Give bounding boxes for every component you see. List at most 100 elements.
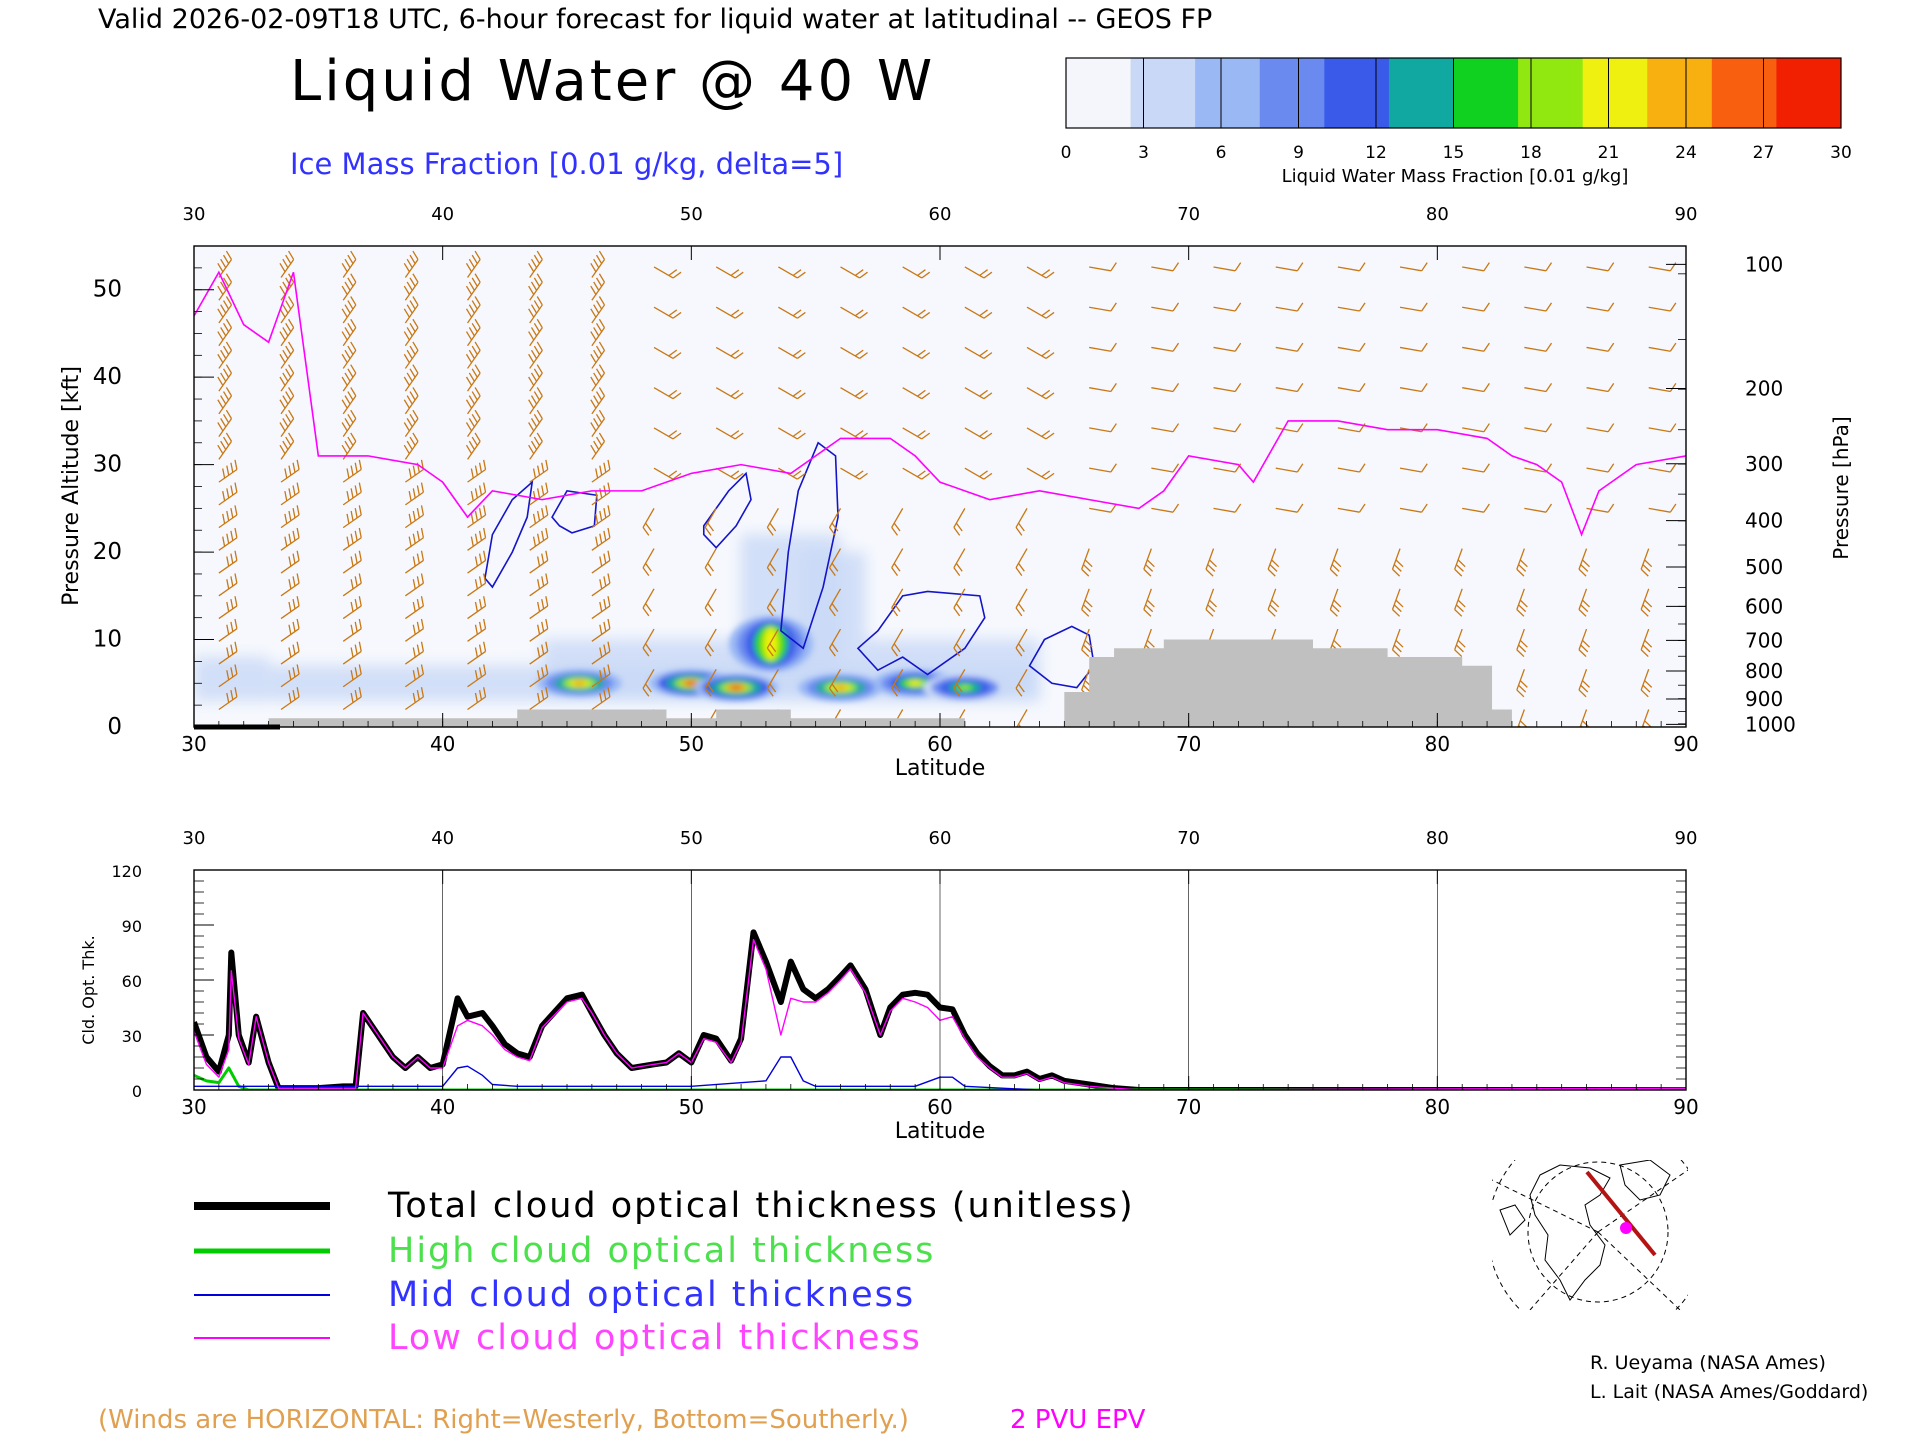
y-tick-label: 40	[93, 364, 122, 390]
x-tick-label-top: 70	[1177, 204, 1200, 225]
wind-barb	[653, 266, 682, 279]
x-tick-label: 70	[1176, 1095, 1201, 1119]
wind-barb	[653, 306, 682, 319]
wind-barb	[1026, 467, 1055, 480]
wind-barb	[902, 346, 931, 360]
x-tick-label-top: 30	[183, 828, 206, 849]
optical-thickness-axes: 30 30 40 40 50 50 60 60 70 70 80 80 90 90 0 30 60 90 120	[111, 828, 1698, 1119]
wind-barb	[1516, 669, 1528, 698]
x-tick-label: 60	[927, 1095, 952, 1119]
wind-barb	[403, 341, 419, 369]
ice-contour	[1028, 625, 1096, 689]
optical-thickness-panel: 30 30 40 40 50 50 60 60 70 70 80 80 90 90 0 30 60 90 120 L…	[79, 828, 1699, 1144]
figure-title: Valid 2026-02-09T18 UTC, 6-hour forecast…	[98, 4, 1212, 35]
wind-barb	[341, 364, 357, 392]
wind-barb	[1454, 628, 1466, 658]
wind-barb	[467, 550, 487, 574]
credit-line-1: R. Ueyama (NASA Ames)	[1590, 1352, 1826, 1374]
wind-barb	[404, 687, 425, 711]
ice-contour	[484, 480, 534, 589]
wind-barb	[404, 550, 425, 574]
wind-barb	[1081, 628, 1093, 658]
x-tick-label-top: 70	[1177, 828, 1200, 849]
y-tick-label: 10	[93, 627, 122, 653]
wind-barb	[342, 505, 362, 529]
wind-barb	[1399, 463, 1428, 473]
x-tick-label-top: 50	[680, 828, 703, 849]
wind-barb	[1586, 503, 1615, 513]
liquid-water-layer	[803, 552, 866, 640]
wind-barb	[1648, 423, 1677, 433]
wind-barb	[704, 588, 717, 617]
wind-barb	[342, 618, 362, 642]
wind-barb	[766, 588, 779, 617]
y2-tick-label: 700	[1745, 628, 1783, 652]
wind-barb	[1015, 668, 1028, 697]
wind-barb	[528, 432, 543, 460]
series-line-low	[194, 938, 1686, 1090]
y2-tick-label: 200	[1745, 377, 1783, 401]
wind-barb	[1399, 382, 1428, 393]
wind-barb	[1089, 463, 1117, 473]
wind-barb	[342, 596, 362, 620]
epv-2pvu-line	[194, 270, 1686, 537]
wind-barb	[590, 341, 606, 369]
wind-barb	[1275, 342, 1304, 352]
liquid-water-field	[194, 534, 1040, 702]
cross-section-panel: 3030404050506060707080809090010203040501…	[59, 204, 1853, 781]
wind-barb	[217, 341, 233, 369]
wind-barb	[1462, 302, 1490, 312]
wind-barb	[404, 641, 425, 665]
wind-barb	[1026, 427, 1055, 440]
wind-barb	[403, 273, 419, 301]
wind-barb	[1275, 503, 1304, 513]
wind-barb	[591, 664, 611, 688]
wind-barb	[404, 482, 425, 506]
wind-barb	[1213, 342, 1242, 352]
wind-barb	[891, 668, 904, 697]
wind-barb	[840, 266, 868, 279]
wind-barb	[529, 596, 549, 620]
wind-barb	[1399, 262, 1428, 272]
x-tick-label-top: 50	[680, 204, 703, 225]
wind-barb	[1337, 463, 1366, 473]
wind-barb	[1640, 628, 1653, 658]
wind-barb	[528, 409, 543, 438]
wind-barb	[653, 467, 682, 480]
wind-barb	[1648, 382, 1677, 393]
wind-barb	[1391, 588, 1404, 617]
y2-tick-label: 1000	[1745, 712, 1796, 736]
wind-barb	[465, 318, 481, 347]
wind-barb	[528, 387, 543, 415]
wind-barb	[528, 318, 543, 347]
wind-barb	[704, 668, 717, 697]
x-tick-label: 60	[927, 732, 952, 756]
wind-barb	[1089, 503, 1117, 513]
wind-barb	[778, 306, 806, 319]
wind-barb	[465, 387, 481, 415]
wind-barb	[964, 387, 993, 400]
wind-barb	[1337, 302, 1366, 312]
wind-barb	[1015, 548, 1028, 576]
wind-barb	[953, 668, 966, 697]
wind-barb	[902, 467, 931, 480]
wind-barb	[280, 573, 300, 597]
wind-barb	[529, 664, 549, 688]
wind-barb	[217, 273, 233, 301]
wind-barb	[467, 527, 487, 551]
wind-barb	[465, 341, 481, 369]
wind-barb	[715, 467, 744, 480]
map-continent-outline	[1529, 1164, 1611, 1301]
wind-barb	[1275, 302, 1304, 312]
liquid-water-core	[834, 684, 847, 691]
wind-barb	[528, 273, 543, 301]
wind-barb	[218, 664, 238, 688]
wind-barb	[1089, 342, 1117, 352]
wind-barb	[1524, 342, 1553, 352]
x-tick-label-top: 90	[1675, 204, 1698, 225]
wind-barb	[467, 482, 487, 506]
liquid-water-core	[729, 684, 743, 691]
wind-barb	[1578, 669, 1590, 698]
legend-total: Total cloud optical thickness (unitless)	[387, 1186, 1135, 1226]
